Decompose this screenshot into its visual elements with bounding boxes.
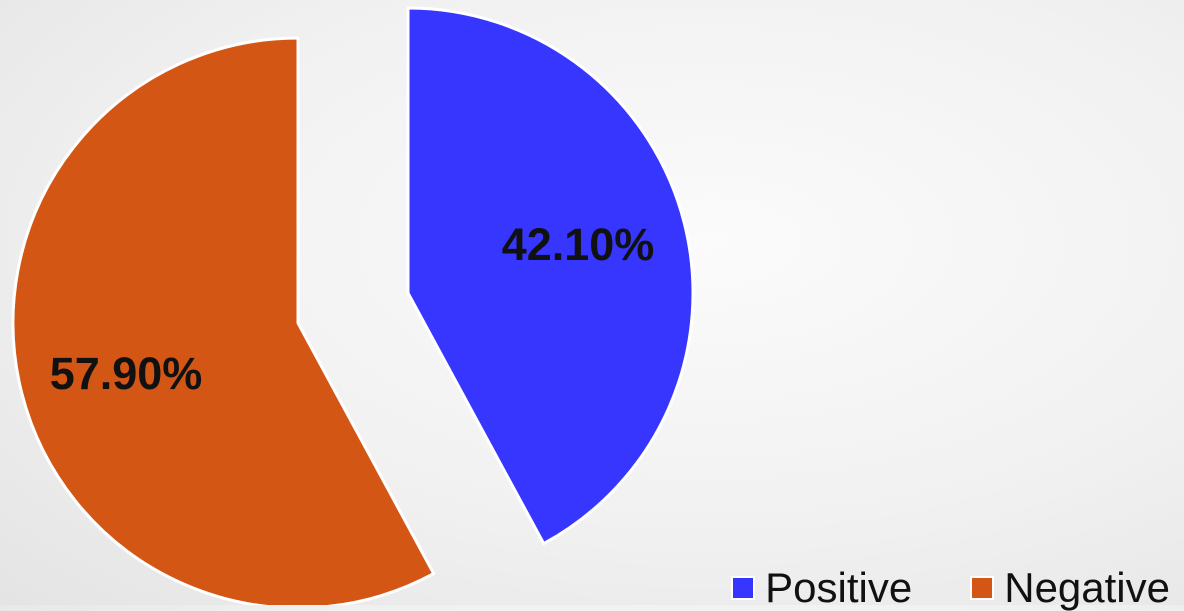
legend-label-negative: Negative (1004, 564, 1170, 611)
slice-negative (11, 36, 436, 610)
legend-swatch-positive (731, 576, 756, 600)
slice-positive (406, 6, 695, 546)
legend-label-positive: Positive (765, 564, 913, 611)
legend-swatch-negative (970, 576, 995, 600)
slice-label-negative: 57.90% (50, 348, 203, 399)
slice-label-positive: 42.10% (502, 219, 655, 270)
chart-legend: Positive Negative (731, 567, 1170, 609)
legend-item-positive: Positive (731, 567, 912, 609)
legend-item-negative: Negative (970, 567, 1170, 609)
